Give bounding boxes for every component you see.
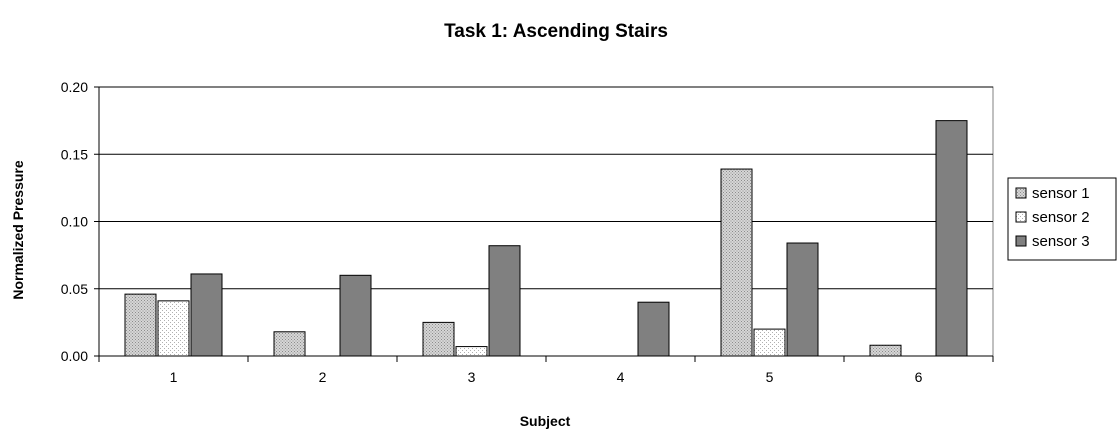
legend-swatch-sensor-3 (1015, 235, 1027, 247)
bar-sensor-1-3 (422, 321, 455, 357)
legend-swatch-sensor-1 (1015, 187, 1027, 199)
legend-label-sensor-1: sensor 1 (1032, 185, 1090, 202)
bar-sensor-2-3 (455, 346, 488, 357)
bar-sensor-1-1 (124, 293, 157, 357)
bar-sensor-3-2 (339, 274, 372, 357)
y-tick-label: 0.10 (61, 214, 88, 230)
bar-sensor-3-3 (488, 245, 521, 357)
y-axis-label: Normalized Pressure (10, 160, 26, 299)
chart-title: Task 1: Ascending Stairs (444, 21, 668, 42)
y-tick-label: 0.00 (61, 348, 88, 364)
bar-sensor-3-5 (786, 242, 819, 357)
legend: sensor 1 sensor 2 sensor 3 (1007, 177, 1117, 261)
y-tick-label: 0.15 (61, 146, 88, 162)
y-tick-label: 0.20 (61, 79, 88, 95)
bar-sensor-3-1 (190, 273, 223, 357)
x-tick-label: 2 (319, 369, 327, 385)
x-tick-label: 1 (170, 369, 178, 385)
bar-sensor-1-5 (720, 168, 753, 357)
y-tick-label: 0.05 (61, 281, 88, 297)
x-axis-label: Subject (520, 413, 571, 429)
legend-label-sensor-2: sensor 2 (1032, 209, 1090, 226)
x-tick-label: 6 (915, 369, 923, 385)
legend-swatch-sensor-2 (1015, 211, 1027, 223)
plot-area: 0.00 0.05 0.10 0.15 0.20 1 2 3 4 5 6 (61, 79, 994, 385)
legend-label-sensor-3: sensor 3 (1032, 233, 1090, 250)
bar-sensor-3-6 (935, 120, 968, 357)
bar-sensor-3-4 (637, 301, 670, 357)
bar-sensor-2-1 (157, 300, 190, 357)
x-tick-label: 3 (468, 369, 476, 385)
bar-sensor-2-5 (753, 328, 786, 357)
x-tick-label: 4 (617, 369, 625, 385)
bar-sensor-1-6 (869, 344, 902, 357)
bar-sensor-1-2 (273, 331, 306, 357)
x-tick-label: 5 (766, 369, 774, 385)
